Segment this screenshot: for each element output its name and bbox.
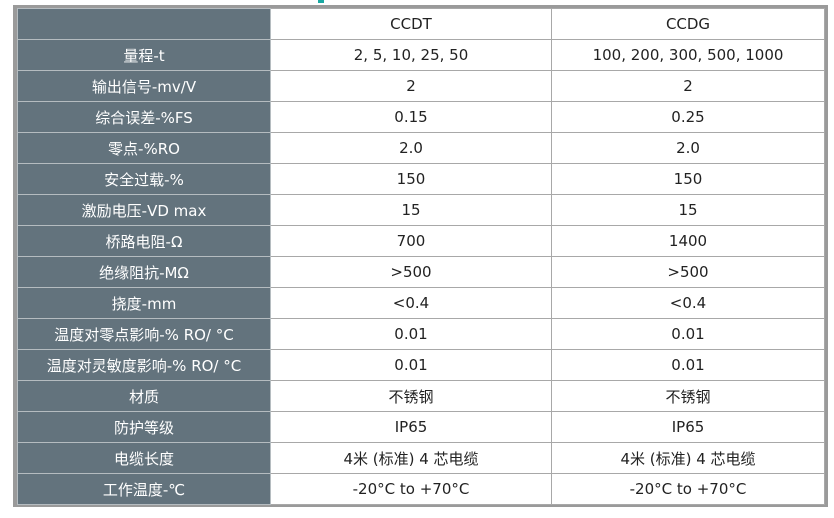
ccdt-value: 0.01 bbox=[270, 318, 552, 350]
table-row: 工作温度-℃ -20°C to +70°C -20°C to +70°C bbox=[17, 473, 825, 505]
ccdg-value: >500 bbox=[551, 256, 825, 288]
table-row: 激励电压-VD max 15 15 bbox=[17, 194, 825, 226]
ccdt-value: 4米 (标准) 4 芯电缆 bbox=[270, 442, 552, 474]
table-row: 材质 不锈钢 不锈钢 bbox=[17, 380, 825, 412]
table-row: 量程-t 2, 5, 10, 25, 50 100, 200, 300, 500, … bbox=[17, 39, 825, 71]
table-row: 绝缘阻抗-MΩ >500 >500 bbox=[17, 256, 825, 288]
ccdt-value: 2, 5, 10, 25, 50 bbox=[270, 39, 552, 71]
accent-mark bbox=[318, 0, 324, 3]
ccdg-value: 4米 (标准) 4 芯电缆 bbox=[551, 442, 825, 474]
table-row: 温度对零点影响-% RO/ °C 0.01 0.01 bbox=[17, 318, 825, 350]
header-ccdt: CCDT bbox=[270, 8, 552, 40]
spec-label: 工作温度-℃ bbox=[17, 473, 271, 505]
ccdt-value: 0.15 bbox=[270, 101, 552, 133]
table-row: 防护等级 IP65 IP65 bbox=[17, 411, 825, 443]
ccdt-value: >500 bbox=[270, 256, 552, 288]
ccdg-value: 15 bbox=[551, 194, 825, 226]
header-row: CCDT CCDG bbox=[17, 8, 825, 40]
ccdg-value: 0.25 bbox=[551, 101, 825, 133]
spec-label: 输出信号-mv/V bbox=[17, 70, 271, 102]
ccdg-value: 1400 bbox=[551, 225, 825, 257]
ccdt-value: 不锈钢 bbox=[270, 380, 552, 412]
ccdt-value: <0.4 bbox=[270, 287, 552, 319]
ccdt-value: 700 bbox=[270, 225, 552, 257]
spec-label: 温度对零点影响-% RO/ °C bbox=[17, 318, 271, 350]
ccdg-value: 0.01 bbox=[551, 349, 825, 381]
ccdt-value: 15 bbox=[270, 194, 552, 226]
ccdg-value: 150 bbox=[551, 163, 825, 195]
ccdg-value: -20°C to +70°C bbox=[551, 473, 825, 505]
ccdt-value: -20°C to +70°C bbox=[270, 473, 552, 505]
ccdg-value: <0.4 bbox=[551, 287, 825, 319]
spec-label: 材质 bbox=[17, 380, 271, 412]
spec-label: 温度对灵敏度影响-% RO/ °C bbox=[17, 349, 271, 381]
spec-label: 防护等级 bbox=[17, 411, 271, 443]
spec-label: 综合误差-%FS bbox=[17, 101, 271, 133]
spec-table-frame: CCDT CCDG 量程-t 2, 5, 10, 25, 50 100, 200, … bbox=[13, 5, 828, 507]
ccdt-value: 2.0 bbox=[270, 132, 552, 164]
ccdt-value: IP65 bbox=[270, 411, 552, 443]
table-row: 温度对灵敏度影响-% RO/ °C 0.01 0.01 bbox=[17, 349, 825, 381]
table-row: 桥路电阻-Ω 700 1400 bbox=[17, 225, 825, 257]
table-row: 电缆长度 4米 (标准) 4 芯电缆 4米 (标准) 4 芯电缆 bbox=[17, 442, 825, 474]
table-row: 零点-%RO 2.0 2.0 bbox=[17, 132, 825, 164]
table-row: 综合误差-%FS 0.15 0.25 bbox=[17, 101, 825, 133]
spec-label: 挠度-mm bbox=[17, 287, 271, 319]
table-row: 安全过载-% 150 150 bbox=[17, 163, 825, 195]
ccdt-value: 150 bbox=[270, 163, 552, 195]
spec-label: 桥路电阻-Ω bbox=[17, 225, 271, 257]
spec-label: 激励电压-VD max bbox=[17, 194, 271, 226]
spec-label: 绝缘阻抗-MΩ bbox=[17, 256, 271, 288]
ccdg-value: 2.0 bbox=[551, 132, 825, 164]
ccdg-value: 不锈钢 bbox=[551, 380, 825, 412]
ccdg-value: IP65 bbox=[551, 411, 825, 443]
ccdg-value: 0.01 bbox=[551, 318, 825, 350]
spec-label: 安全过载-% bbox=[17, 163, 271, 195]
table-row: 输出信号-mv/V 2 2 bbox=[17, 70, 825, 102]
spec-label: 电缆长度 bbox=[17, 442, 271, 474]
spec-table: CCDT CCDG 量程-t 2, 5, 10, 25, 50 100, 200, … bbox=[17, 8, 825, 505]
spec-label: 量程-t bbox=[17, 39, 271, 71]
header-label-cell bbox=[17, 8, 271, 40]
header-ccdg: CCDG bbox=[551, 8, 825, 40]
ccdg-value: 100, 200, 300, 500, 1000 bbox=[551, 39, 825, 71]
table-row: 挠度-mm <0.4 <0.4 bbox=[17, 287, 825, 319]
ccdt-value: 0.01 bbox=[270, 349, 552, 381]
spec-label: 零点-%RO bbox=[17, 132, 271, 164]
ccdg-value: 2 bbox=[551, 70, 825, 102]
ccdt-value: 2 bbox=[270, 70, 552, 102]
